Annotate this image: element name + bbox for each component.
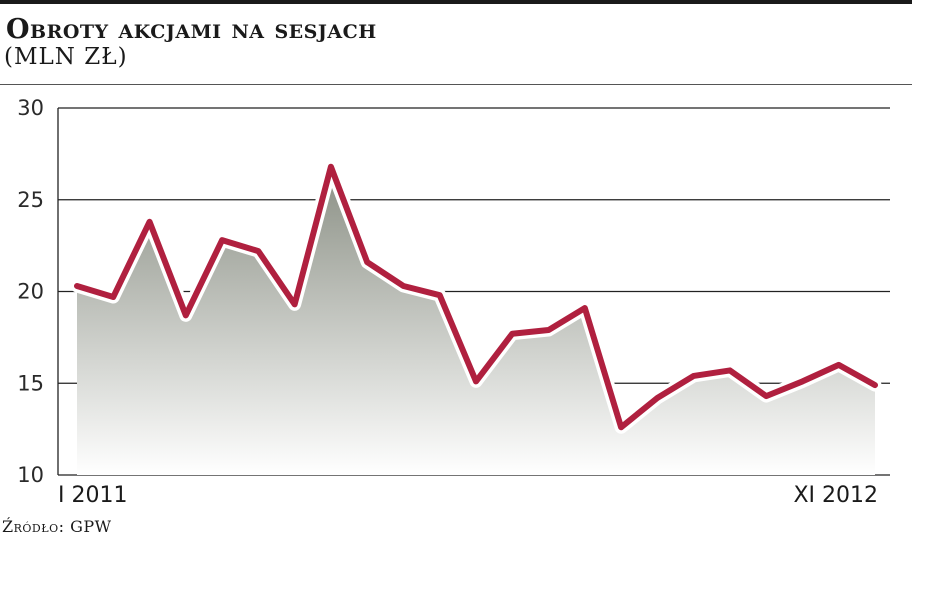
area-fill: [77, 166, 875, 475]
x-axis-ticks: I 2011 XI 2012: [58, 483, 878, 508]
y-tick-label-30: 30: [17, 96, 44, 120]
y-tick-label-20: 20: [17, 280, 44, 304]
x-tick-label-start: I 2011: [58, 483, 127, 508]
area-fill-group: [77, 166, 875, 475]
source-note: Źródło: GPW: [2, 517, 112, 536]
series-line-group: [70, 160, 882, 434]
header-divider: [0, 84, 912, 85]
chart-title: Obroty akcjami na sesjach: [6, 14, 377, 45]
x-tick-label-end: XI 2012: [793, 483, 878, 508]
chart-unit-subtitle: (MLN ZŁ): [4, 44, 128, 70]
y-tick-label-15: 15: [17, 371, 44, 395]
y-axis-ticks: 10 15 20 25 30: [17, 96, 44, 487]
top-rule: [0, 0, 912, 4]
y-tick-label-10: 10: [17, 463, 44, 487]
y-tick-label-25: 25: [17, 188, 44, 212]
